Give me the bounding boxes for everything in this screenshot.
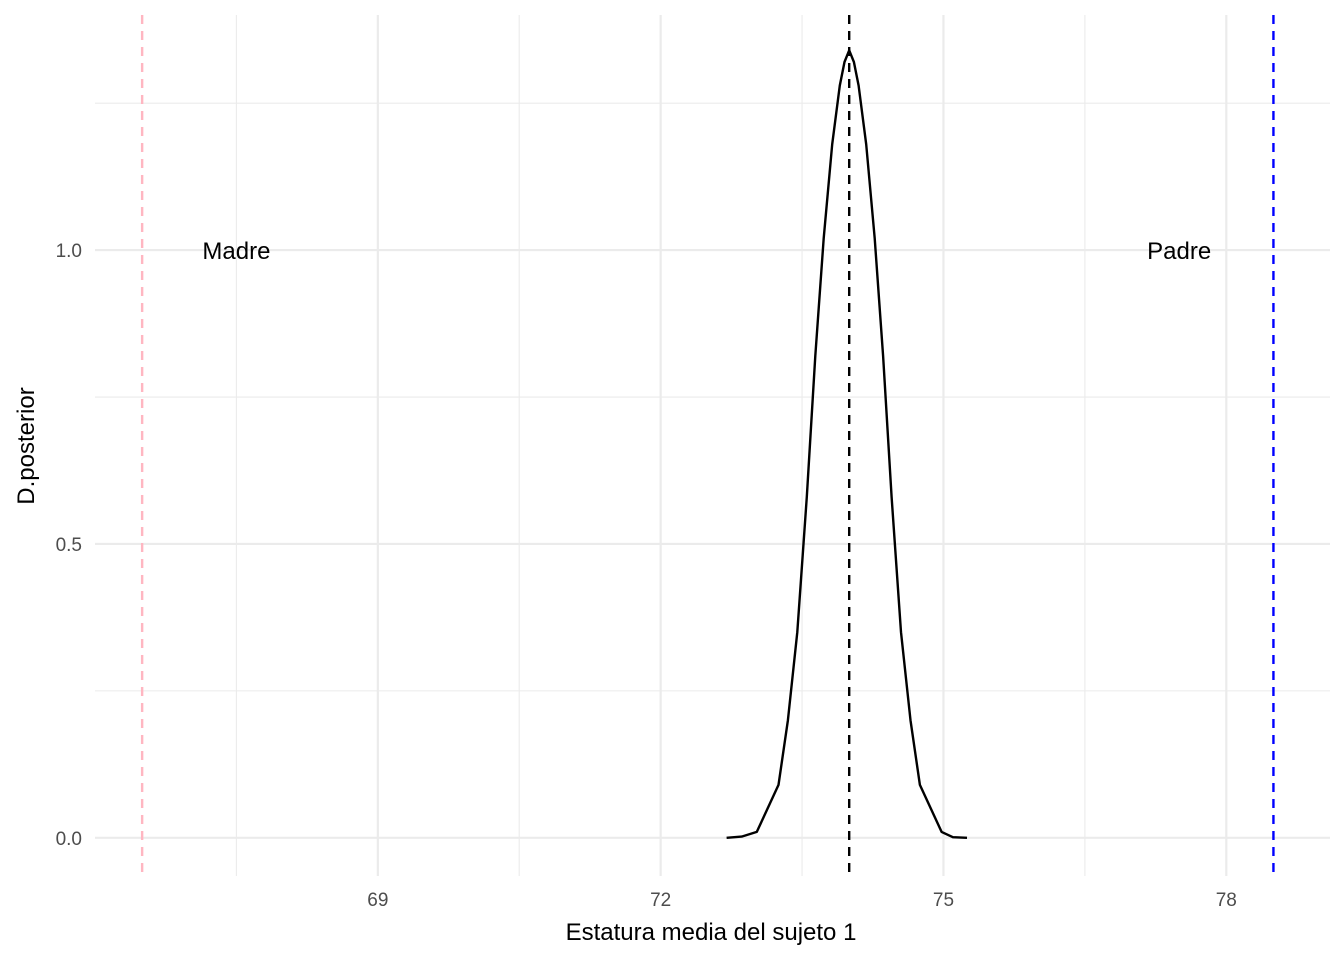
series-layer [726,49,968,839]
x-tick-label: 78 [1216,890,1237,911]
grid [95,15,1330,876]
x-tick-label: 72 [650,890,671,911]
x-axis-title: Estatura media del sujeto 1 [566,919,857,946]
reference-lines [140,15,1275,876]
x-axis-ticks: 69 72 75 78 [367,890,1237,911]
annotations: Madre Padre [202,238,1211,265]
density-line [726,49,968,839]
annotation-label: Madre [202,238,270,265]
y-tick-label: 0.5 [56,535,82,556]
y-tick-label: 0.0 [56,829,82,850]
y-axis-title: D.posterior [13,387,40,504]
y-axis-ticks: 0.0 0.5 1.0 [56,241,82,850]
annotation-label: Padre [1147,238,1211,265]
y-tick-label: 1.0 [56,241,82,262]
x-tick-label: 69 [367,890,388,911]
x-tick-label: 75 [933,890,954,911]
